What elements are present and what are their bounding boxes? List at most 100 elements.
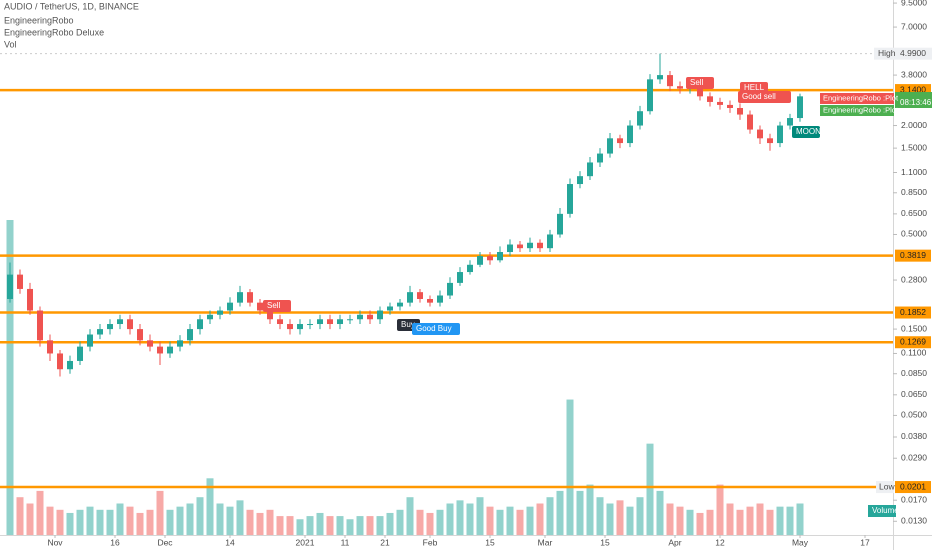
volume-label: Volume — [872, 506, 899, 515]
volume-bar — [166, 509, 174, 535]
volume-bar — [786, 506, 794, 535]
candle-body — [397, 302, 403, 307]
volume-bar — [396, 509, 404, 535]
volume-bar — [416, 509, 424, 535]
signal-label: Sell — [267, 301, 281, 310]
legend-volume: Vol — [4, 39, 17, 49]
volume-bar — [216, 503, 224, 535]
volume-bar — [576, 490, 584, 535]
candle-body — [677, 86, 683, 89]
y-tick-label: 0.2800 — [901, 274, 927, 284]
volume-bar — [276, 516, 284, 535]
volume-bar — [726, 503, 734, 535]
volume-bar — [266, 509, 274, 535]
volume-bar — [556, 490, 564, 535]
y-tick-label: 0.1500 — [901, 323, 927, 333]
plot-label-box — [820, 93, 894, 104]
x-tick-label: 2021 — [296, 537, 315, 547]
volume-bar — [36, 490, 44, 535]
candle-body — [387, 306, 393, 311]
volume-bar — [466, 503, 474, 535]
volume-bar — [66, 512, 74, 535]
candle-body — [367, 314, 373, 320]
signal-label: HELL — [744, 83, 765, 92]
volume-bar — [476, 497, 484, 535]
candle-body — [737, 107, 743, 115]
candle-body — [597, 153, 603, 163]
volume-label-box — [868, 505, 896, 517]
y-tick-label: 1.1000 — [901, 167, 927, 177]
y-tick-label: 7.0000 — [901, 21, 927, 31]
candle-body — [717, 101, 723, 105]
y-tick-label: 0.6500 — [901, 208, 927, 218]
volume-bar — [46, 506, 54, 535]
candle-body — [617, 138, 623, 144]
candle-body — [697, 83, 703, 97]
volume-bar — [796, 503, 804, 535]
candle-body — [237, 292, 243, 303]
candle-body — [707, 96, 713, 102]
y-tick-label: 0.0130 — [901, 516, 927, 526]
candle-body — [67, 360, 73, 370]
signal-label: Sell — [690, 78, 704, 87]
level-label-box — [895, 336, 931, 349]
candle-body — [467, 264, 473, 273]
volume-bar — [706, 509, 714, 535]
level-label: 0.3819 — [900, 250, 926, 260]
candle-body — [47, 340, 53, 354]
y-tick-label: 0.0500 — [901, 410, 927, 420]
volume-bar — [676, 506, 684, 535]
x-tick-label: Mar — [538, 537, 553, 547]
volume-bar — [56, 509, 64, 535]
candle-body — [727, 104, 733, 108]
signal-label: Good Buy — [416, 324, 452, 333]
volume-bar — [386, 512, 394, 535]
volume-bar — [186, 503, 194, 535]
volume-bar — [546, 497, 554, 535]
level-label-box — [895, 306, 931, 319]
x-tick-label: 21 — [380, 537, 390, 547]
candle-body — [627, 125, 633, 144]
candle-body — [77, 346, 83, 361]
candle-body — [457, 272, 463, 283]
x-tick-label: 11 — [341, 537, 350, 547]
candle-body — [87, 334, 93, 347]
volume-layer — [6, 220, 804, 535]
volume-bar — [116, 503, 124, 535]
volume-bar — [566, 399, 574, 535]
signal-box — [738, 91, 791, 103]
candle-body — [637, 111, 643, 126]
high-name: High — [878, 48, 896, 58]
volume-bar — [226, 506, 234, 535]
candle-body — [427, 298, 433, 303]
signal-box — [263, 300, 291, 312]
level-label: 0.0201 — [900, 481, 926, 491]
volume-bar — [206, 478, 214, 535]
y-tick-label: 0.0290 — [901, 452, 927, 462]
candle-body — [17, 274, 23, 289]
volume-bar — [646, 443, 654, 535]
candle-body — [767, 138, 773, 144]
volume-bar — [486, 506, 494, 535]
candle-body — [217, 310, 223, 315]
y-tick-label: 1.5000 — [901, 142, 927, 152]
volume-bar — [336, 516, 344, 535]
candle-body — [447, 282, 453, 296]
candle-body — [587, 162, 593, 177]
signal-label: Buy — [401, 320, 415, 329]
candle-body — [357, 314, 363, 320]
plot-label: EngineeringRobo :Plot — [823, 105, 899, 114]
y-tick-label: 0.0170 — [901, 494, 927, 504]
candle-body — [177, 340, 183, 347]
level-label: 0.1269 — [900, 336, 926, 346]
x-tick-label: Apr — [668, 537, 681, 547]
candle-body — [607, 138, 613, 154]
volume-bar — [176, 506, 184, 535]
volume-bar — [436, 509, 444, 535]
y-tick-label: 3.8000 — [901, 69, 927, 79]
candle-body — [777, 125, 783, 144]
volume-bar — [536, 503, 544, 535]
